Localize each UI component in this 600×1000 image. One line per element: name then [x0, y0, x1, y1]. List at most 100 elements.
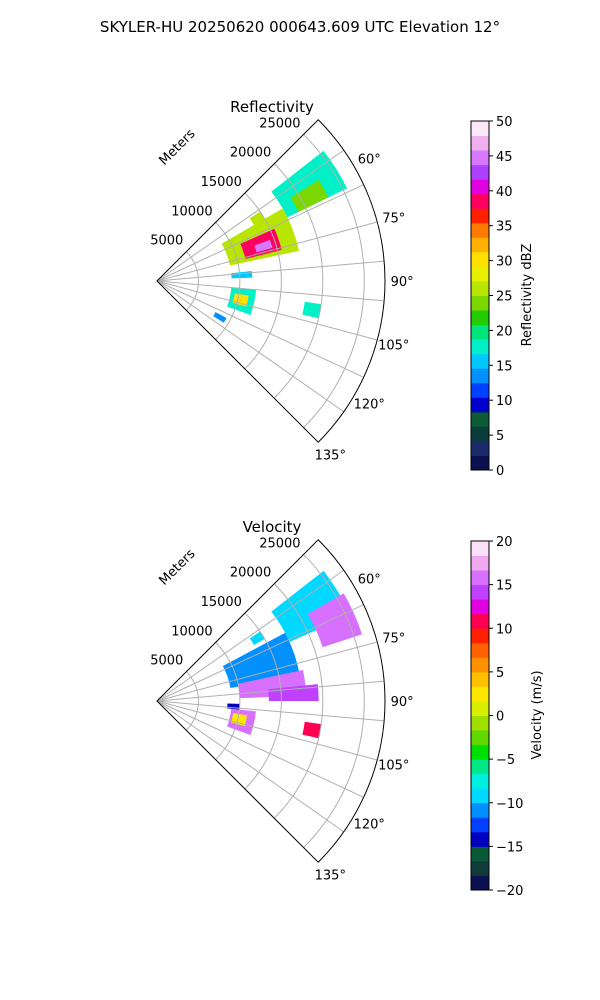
velocity-range-axis-label: Meters [157, 546, 199, 588]
velocity-sector-frame [156, 539, 386, 863]
reflectivity-colorbar-label: Reflectivity dBZ [520, 244, 535, 347]
reflectivity-colorbar-segment [471, 455, 489, 471]
reflectivity-colorbar-segment [471, 280, 489, 296]
reflectivity-colorbar-segment [471, 310, 489, 326]
reflectivity-echo-region [254, 239, 273, 253]
velocity-radial-gridline [156, 700, 364, 798]
reflectivity-radial-gridline [156, 260, 385, 282]
reflectivity-colorbar-tick-label: 20 [496, 324, 513, 339]
reflectivity-colorbar-segment [471, 179, 489, 195]
velocity-range-ring [185, 671, 199, 731]
velocity-colorbar-segment [471, 584, 489, 600]
velocity-echo-region [302, 721, 322, 739]
reflectivity-colorbar-segment [471, 251, 489, 267]
reflectivity-colorbar: 0 5 10 15 20 25 30 35 40 45 50 [470, 115, 513, 479]
reflectivity-colorbar-segment [471, 266, 489, 282]
reflectivity-range-ring [185, 251, 199, 311]
velocity-range-ticks: 5000 10000 15000 20000 25000 [150, 536, 300, 668]
velocity-colorbar-segment [471, 686, 489, 702]
velocity-range-tick-label: 5000 [150, 654, 183, 669]
reflectivity-colorbar-segment [471, 324, 489, 340]
velocity-echo-region [227, 703, 240, 710]
velocity-colorbar-segment [471, 628, 489, 644]
reflectivity-radial-gridline [156, 149, 345, 282]
reflectivity-colorbar-tick-label: 10 [496, 394, 513, 409]
reflectivity-colorbar-segment [471, 426, 489, 442]
velocity-range-tick-label: 20000 [230, 566, 271, 581]
velocity-colorbar-segment [471, 700, 489, 716]
reflectivity-azimuth-tick-label: 60° [358, 152, 381, 167]
reflectivity-colorbar-tick-label: 35 [496, 220, 513, 235]
velocity-azimuth-tick-label: 90° [391, 695, 414, 710]
velocity-range-ring [244, 612, 282, 790]
reflectivity-colorbar-tick-label: 15 [496, 359, 513, 374]
velocity-echo-region [307, 593, 363, 648]
reflectivity-colorbar-segment [471, 222, 489, 238]
velocity-colorbar-segment [471, 817, 489, 833]
velocity-colorbar-segment [471, 831, 489, 847]
velocity-radial-gridline [156, 604, 364, 702]
reflectivity-azimuth-ticks: 60° 75° 90° 105° 120° 135° [315, 152, 414, 463]
velocity-colorbar-segment [471, 642, 489, 658]
reflectivity-azimuth-tick-label: 120° [354, 398, 385, 413]
reflectivity-echo-region [271, 150, 348, 218]
reflectivity-range-axis-label: Meters [157, 126, 199, 168]
reflectivity-colorbar-tick-label: 5 [496, 429, 504, 444]
velocity-azimuth-tick-label: 60° [358, 572, 381, 587]
reflectivity-azimuth-tick-label: 90° [391, 275, 414, 290]
velocity-title: Velocity [243, 518, 302, 536]
velocity-azimuth-tick-label: 135° [315, 868, 346, 883]
reflectivity-colorbar-segment [471, 193, 489, 209]
velocity-colorbar: −20 −15 −10 −5 0 5 10 15 20 [470, 535, 523, 899]
velocity-colorbar-tick-label: 15 [496, 579, 513, 594]
reflectivity-grid [156, 119, 386, 443]
velocity-colorbar-segment [471, 613, 489, 629]
reflectivity-colorbar-tick-label: 30 [496, 255, 513, 270]
reflectivity-radial-gridline [156, 280, 364, 378]
reflectivity-radial-gridline [156, 221, 378, 282]
velocity-range-ring [215, 642, 241, 760]
reflectivity-azimuth-tick-label: 135° [315, 448, 346, 463]
velocity-colorbar-tick-label: −10 [496, 797, 523, 812]
velocity-echoes [222, 570, 363, 739]
reflectivity-azimuth-tick-label: 75° [382, 212, 405, 227]
reflectivity-colorbar-segment [471, 339, 489, 355]
reflectivity-panel: Reflectivity Meters 5000 10000 15000 20000 2… [150, 98, 535, 479]
reflectivity-colorbar-segment [471, 368, 489, 384]
velocity-echo-region [231, 713, 248, 727]
reflectivity-colorbar-segment [471, 353, 489, 369]
velocity-colorbar-segment [471, 541, 489, 557]
velocity-azimuth-tick-label: 120° [354, 818, 385, 833]
velocity-colorbar-segment [471, 846, 489, 862]
reflectivity-echo-region [249, 211, 265, 226]
reflectivity-radial-gridline [156, 280, 385, 302]
reflectivity-range-ticks: 5000 10000 15000 20000 25000 [150, 116, 300, 248]
velocity-colorbar-segment [471, 671, 489, 687]
velocity-colorbar-segment [471, 802, 489, 818]
velocity-radial-gridline [156, 680, 385, 702]
velocity-colorbar-segment [471, 657, 489, 673]
velocity-range-ring [303, 554, 365, 848]
reflectivity-colorbar-segment [471, 208, 489, 224]
velocity-colorbar-tick-label: 5 [496, 666, 504, 681]
velocity-colorbar-tick-label: 20 [496, 535, 513, 550]
velocity-colorbar-tick-label: 10 [496, 622, 513, 637]
reflectivity-radial-gridline [156, 184, 364, 282]
velocity-radial-gridline [156, 700, 345, 833]
velocity-colorbar-segment [471, 860, 489, 876]
reflectivity-colorbar-segment [471, 440, 489, 456]
reflectivity-azimuth-tick-label: 105° [378, 338, 409, 353]
velocity-range-ring [273, 583, 324, 819]
velocity-colorbar-segment [471, 875, 489, 891]
velocity-range-tick-label: 15000 [201, 595, 242, 610]
reflectivity-colorbar-segment [471, 121, 489, 137]
reflectivity-range-ring [244, 192, 282, 370]
velocity-colorbar-tick-label: −15 [496, 840, 523, 855]
velocity-colorbar-segment [471, 555, 489, 571]
velocity-colorbar-label: Velocity (m/s) [530, 670, 545, 759]
velocity-colorbar-segment [471, 773, 489, 789]
velocity-echo-region [271, 570, 351, 642]
velocity-range-tick-label: 25000 [259, 536, 300, 551]
reflectivity-colorbar-segment [471, 382, 489, 398]
reflectivity-colorbar-segment [471, 164, 489, 180]
